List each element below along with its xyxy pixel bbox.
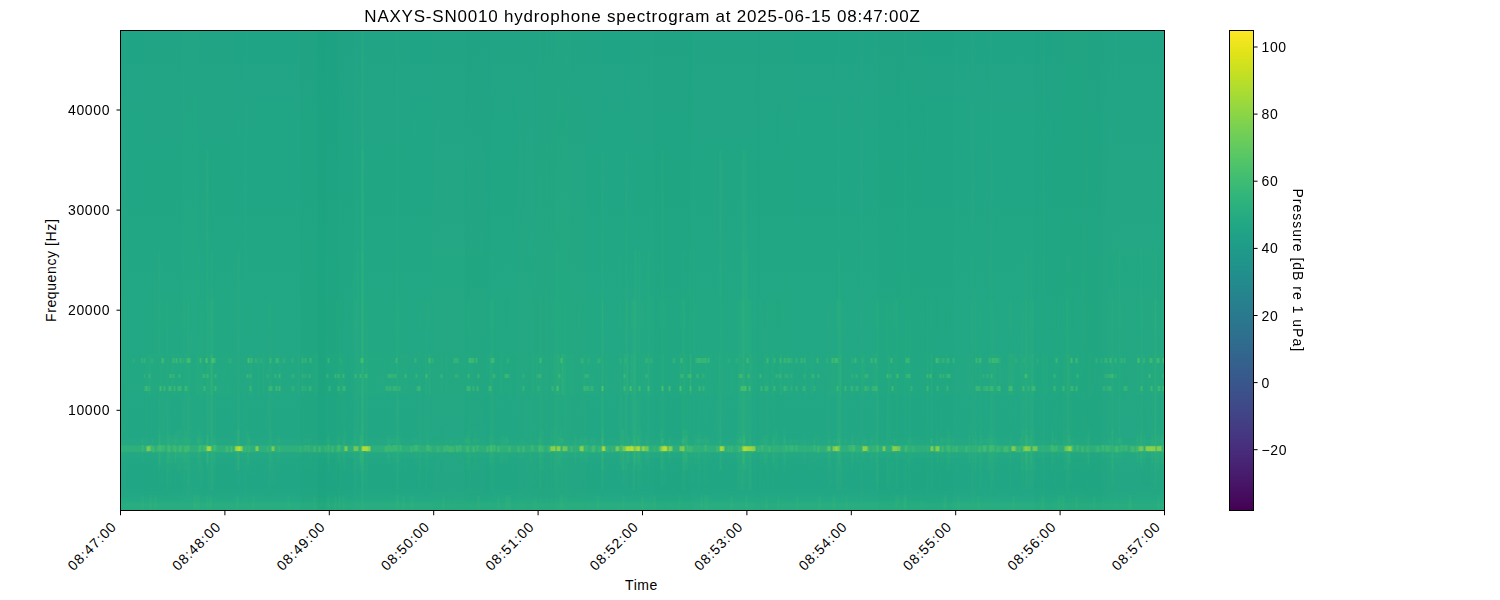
- svg-text:NAXYS-SN0010 hydrophone spectr: NAXYS-SN0010 hydrophone spectrogram at 2…: [364, 7, 920, 26]
- svg-text:40000: 40000: [68, 102, 110, 118]
- svg-text:80: 80: [1262, 106, 1279, 122]
- svg-text:40: 40: [1262, 240, 1279, 256]
- svg-text:−20: −20: [1262, 442, 1288, 458]
- svg-text:10000: 10000: [68, 402, 110, 418]
- svg-text:100: 100: [1262, 39, 1287, 55]
- svg-text:60: 60: [1262, 173, 1279, 189]
- svg-text:Pressure [dB re 1 uPa]: Pressure [dB re 1 uPa]: [1290, 188, 1306, 352]
- svg-text:30000: 30000: [68, 202, 110, 218]
- svg-text:Time: Time: [625, 577, 658, 593]
- svg-text:Frequency [Hz]: Frequency [Hz]: [43, 219, 59, 322]
- svg-text:20000: 20000: [68, 302, 110, 318]
- svg-text:0: 0: [1262, 375, 1270, 391]
- svg-text:20: 20: [1262, 308, 1279, 324]
